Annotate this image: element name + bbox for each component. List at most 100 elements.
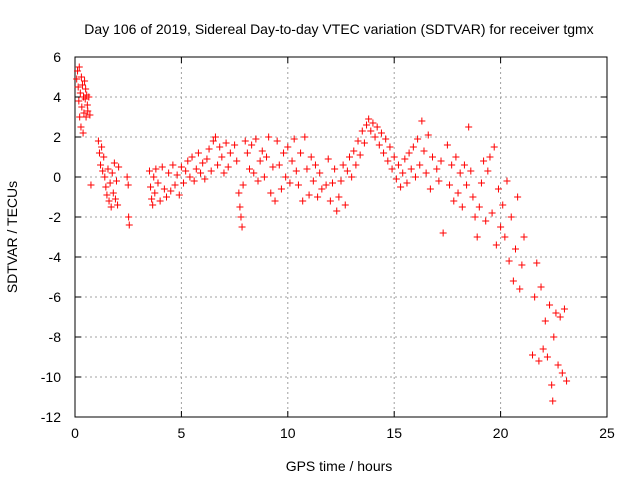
data-point [284,143,292,151]
data-point [509,277,517,285]
data-point [243,149,251,157]
data-point [382,135,390,143]
data-point [226,149,234,157]
data-point [154,179,162,187]
data-point [399,169,407,177]
data-point [563,377,571,385]
data-point [74,67,82,75]
data-point [222,139,230,147]
data-point [231,141,239,149]
y-tick-label: -6 [49,289,62,305]
data-point [407,165,415,173]
data-point [501,233,509,241]
data-point [480,157,488,165]
data-point [115,163,123,171]
data-point [446,181,454,189]
y-tick-label: 2 [53,129,61,145]
data-point [148,195,156,203]
y-tick-label: 4 [53,89,61,105]
data-point [422,169,430,177]
data-point [98,143,106,151]
data-point [375,141,383,149]
data-point [460,161,468,169]
data-point [248,141,256,149]
data-point [418,117,426,125]
data-point [420,147,428,155]
data-point [426,185,434,193]
data-point [439,229,447,237]
data-point [78,81,86,89]
data-point [211,133,219,141]
data-point [107,203,115,211]
data-point [252,135,260,143]
data-point [405,149,413,157]
data-point [81,95,89,103]
data-point [74,83,82,91]
data-point [397,183,405,191]
y-axis-label: SDTVAR / TECUs [4,181,20,293]
data-point [82,85,90,93]
data-point [314,193,322,201]
grid [75,57,607,417]
data-point [103,191,111,199]
data-point [169,161,177,169]
data-point [552,309,560,317]
axis-ticks [74,56,608,418]
data-point [437,157,445,165]
data-point [392,175,400,183]
data-point [245,165,253,173]
data-point [486,153,494,161]
data-point [307,153,315,161]
data-point [265,133,273,141]
data-point [322,181,330,189]
data-point [424,131,432,139]
data-point [339,161,347,169]
data-point [414,135,422,143]
data-point [365,115,373,123]
data-point [494,185,502,193]
y-tick-label: 6 [53,49,61,65]
plot-frame [74,56,608,418]
x-tick-label: 20 [493,425,509,441]
data-point [443,141,451,149]
data-point [175,191,183,199]
data-point [384,157,392,165]
x-tick-label: 10 [280,425,296,441]
data-point [377,129,385,137]
data-point [158,163,166,171]
data-point [73,75,81,83]
data-point [492,241,500,249]
data-point [511,245,519,253]
data-point [273,137,281,145]
data-point [203,155,211,163]
data-point [505,257,513,265]
chart-title: Day 106 of 2019, Sidereal Day-to-day VTE… [84,21,593,37]
data-point [86,111,94,119]
data-point [450,197,458,205]
data-point [537,283,545,291]
data-point [78,103,86,111]
y-tick-label: -12 [41,409,61,425]
data-point [409,143,417,151]
data-point [356,151,364,159]
data-point [348,173,356,181]
data-point [101,173,109,181]
data-point [352,161,360,169]
data-point [214,161,222,169]
data-point [411,173,419,181]
data-point [100,153,108,161]
data-point [299,197,307,205]
data-point [558,369,566,377]
data-point [76,89,84,97]
data-point [145,167,153,175]
data-point [477,179,485,187]
data-point [197,169,205,177]
y-tick-label: 0 [53,169,61,185]
data-point [473,233,481,241]
data-point [535,357,543,365]
data-point [160,185,168,193]
data-point [403,179,411,187]
data-point [475,203,483,211]
